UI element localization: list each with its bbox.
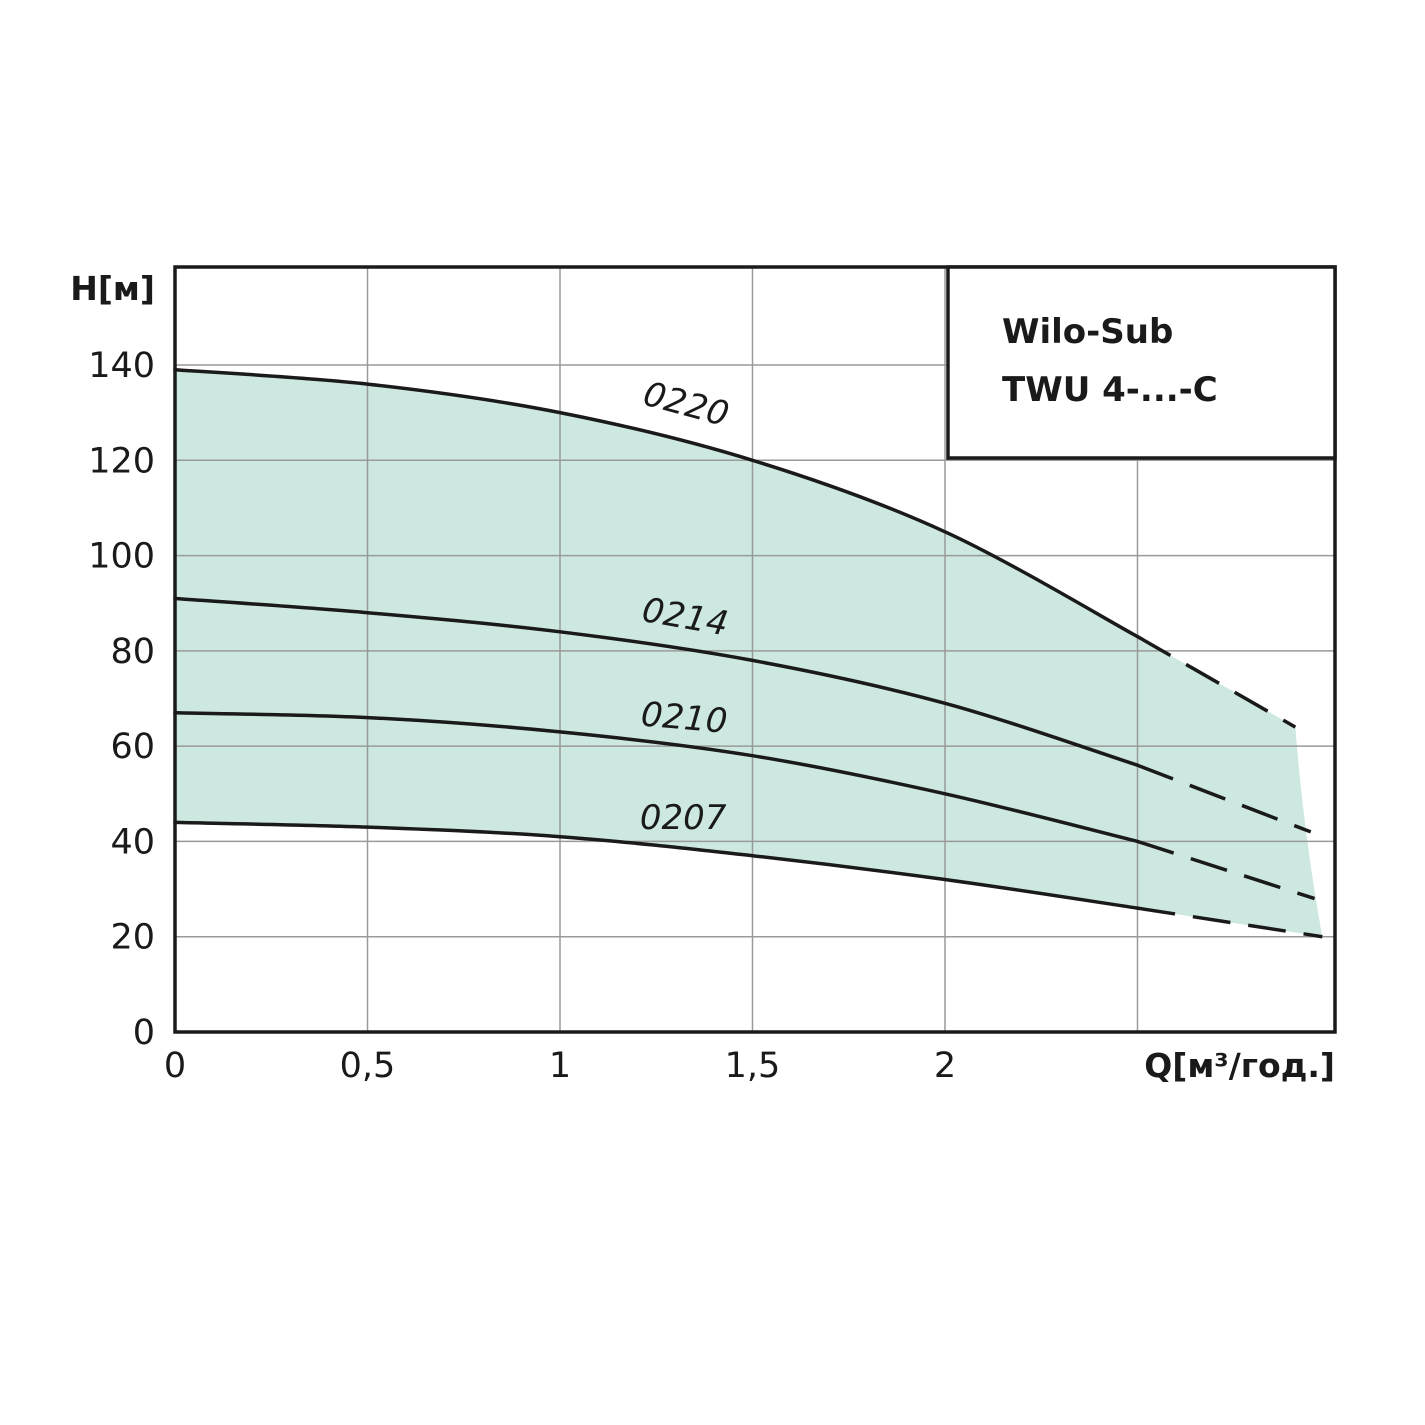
x-tick-label: 1,5	[725, 1046, 781, 1086]
y-tick-label: 120	[88, 441, 155, 481]
curve-label-0207: 0207	[640, 798, 727, 838]
y-tick-label: 0	[133, 1013, 155, 1053]
x-tick-label: 0,5	[340, 1046, 396, 1086]
curve-0220	[173, 368, 1140, 639]
curve-0214	[173, 596, 1140, 767]
label-layer: 0 20 40 60 80 100 120 140 0 0,5 1 1,5 2 H[м] Q[м³/год.…	[70, 269, 1335, 1086]
plot-frame	[173, 265, 1337, 1034]
x-tick-label: 1	[549, 1046, 571, 1086]
x-tick-label: 0	[164, 1046, 186, 1086]
legend-layer: Wilo-Sub TWU 4-...-C	[946, 265, 1337, 460]
operating-area-layer	[175, 369, 1323, 937]
curve-label-0220: 0220	[639, 374, 733, 435]
curve-0207	[173, 820, 1140, 910]
y-tick-label: 100	[88, 537, 155, 577]
curve-0210	[173, 711, 1140, 844]
y-tick-label: 20	[110, 918, 155, 958]
x-axis-title: Q[м³/год.]	[1144, 1046, 1335, 1085]
legend-box	[946, 265, 1337, 460]
legend-line: Wilo-Sub	[1002, 312, 1173, 352]
y-tick-label: 140	[88, 346, 155, 386]
y-tick-label: 60	[110, 727, 155, 767]
frame-layer	[173, 265, 1337, 1034]
curve-0210-extension	[1136, 839, 1316, 901]
y-tick-label: 40	[110, 822, 155, 862]
operating-area	[175, 369, 1323, 937]
y-tick-label: 80	[110, 632, 155, 672]
curve-0220-extension	[1136, 635, 1297, 729]
curve-layer	[173, 368, 1323, 939]
legend-line: TWU 4-...-C	[1002, 370, 1218, 410]
y-axis-title: H[м]	[70, 269, 155, 308]
x-tick-label: 2	[934, 1046, 956, 1086]
curve-0207-extension	[1137, 906, 1323, 939]
curve-0214-extension	[1136, 763, 1312, 834]
curve-label-0210: 0210	[639, 694, 729, 741]
